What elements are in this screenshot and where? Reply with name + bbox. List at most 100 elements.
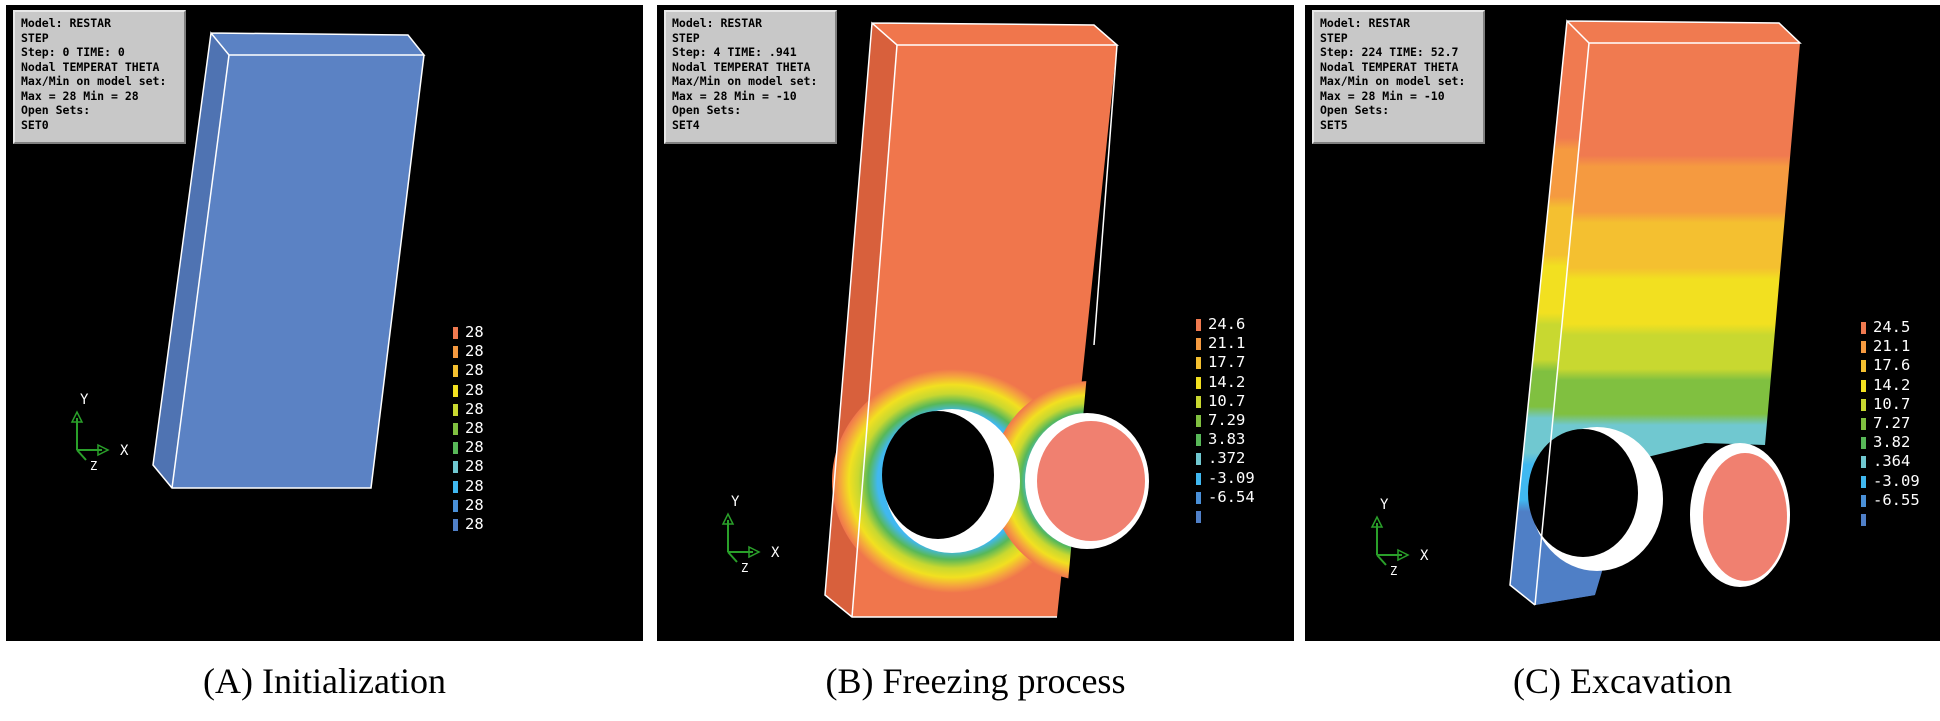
info-maxmin-label: Max/Min on model set: [21, 74, 167, 88]
legend-label: 28 [465, 323, 484, 341]
info-step-header: STEP [1320, 30, 1348, 45]
z-axis-arrow [1376, 554, 1387, 566]
info-step: Step: 224 TIME: 52.7 [1320, 45, 1459, 59]
caption-excavation: (C) Excavation [1513, 661, 1732, 701]
info-step-header: STEP [21, 30, 49, 45]
x-axis-label: X [771, 545, 780, 561]
info-maxmin: Max = 28 Min = -10 [672, 88, 797, 103]
y-axis-label: Y [1380, 497, 1389, 513]
y-arrow-head [721, 512, 735, 525]
legend-label: .372 [1208, 449, 1246, 468]
info-set: SET0 [21, 117, 49, 132]
model-viewport [1509, 19, 1802, 606]
legend-swatch [1196, 434, 1201, 447]
tunnel-right-core [1703, 453, 1787, 581]
axis-triad: Y X Z [62, 390, 142, 475]
legend-swatch [1861, 341, 1866, 354]
model-info-box: Model: RESTAR STEP Step: 4 TIME: .941 No… [664, 10, 837, 144]
legend-swatch [1861, 456, 1866, 469]
z-axis-arrow [76, 449, 87, 461]
legend-label: 10.7 [1208, 391, 1246, 410]
legend-swatch [1861, 360, 1866, 373]
legend-label: 14.2 [1208, 372, 1246, 391]
legend-label: 24.5 [1873, 318, 1911, 336]
legend-swatch [453, 422, 458, 435]
z-axis-label: Z [1390, 564, 1397, 575]
info-variable: Nodal TEMPERAT THETA [1320, 59, 1459, 74]
block-outline [824, 21, 1120, 618]
legend-swatch [1861, 494, 1866, 507]
info-set: SET4 [672, 117, 700, 132]
model-info-box: Model: RESTAR STEP Step: 224 TIME: 52.7 … [1312, 10, 1485, 144]
legend-swatch [1196, 338, 1201, 351]
legend-swatch [1861, 322, 1866, 334]
block-edge [171, 54, 230, 489]
legend-swatch [453, 499, 458, 512]
legend-label: 28 [465, 380, 484, 399]
legend-label: -3.09 [1873, 471, 1920, 490]
axis-triad: Y X Z [1362, 495, 1442, 580]
legend-label: 28 [465, 342, 484, 361]
legend-label: 17.6 [1873, 356, 1911, 375]
legend-label: 7.29 [1208, 410, 1246, 429]
legend-label: 28 [465, 418, 484, 437]
legend-label: 28 [465, 399, 484, 418]
info-model: Model: RESTAR [672, 16, 763, 30]
legend-swatch [453, 327, 458, 339]
legend-label: 24.6 [1208, 315, 1246, 333]
block-top-face [211, 33, 424, 55]
legend-swatch [1861, 437, 1866, 450]
block-top-face [872, 23, 1117, 45]
legend-label: 3.83 [1208, 430, 1246, 449]
block-outline [152, 31, 426, 489]
legend-label: -6.54 [1208, 487, 1255, 506]
legend-swatch [1196, 491, 1201, 504]
legend-swatch [1196, 472, 1201, 485]
info-step: Step: 0 TIME: 0 [21, 45, 125, 59]
info-step: Step: 4 TIME: .941 [672, 45, 797, 59]
y-axis-label: Y [731, 494, 740, 510]
legend-swatch [1196, 319, 1201, 331]
legend-swatch [1196, 510, 1201, 523]
legend-label: -3.09 [1208, 468, 1255, 487]
legend-swatch [1196, 376, 1201, 389]
y-arrow-head [70, 410, 84, 423]
legend-swatch [1196, 395, 1201, 408]
info-variable: Nodal TEMPERAT THETA [672, 59, 811, 74]
legend-label: -6.55 [1873, 490, 1920, 509]
legend-swatch [1861, 398, 1866, 411]
legend-label: 28 [465, 476, 484, 495]
legend-label: 21.1 [1873, 337, 1911, 356]
caption-freezing-process: (B) Freezing process [825, 661, 1126, 701]
info-set: SET5 [1320, 117, 1348, 132]
panel-initialization: Model: RESTAR STEP Step: 0 TIME: 0 Nodal… [6, 5, 643, 641]
block-front-face [172, 55, 424, 488]
tunnel-right-core [1037, 421, 1145, 541]
info-maxmin-label: Max/Min on model set: [1320, 74, 1466, 88]
tunnel-left-opening [882, 411, 994, 539]
legend-label: 21.1 [1208, 334, 1246, 353]
legend-swatch [1196, 414, 1201, 427]
legend-label: 28 [465, 438, 484, 457]
y-axis-label: Y [80, 392, 89, 408]
info-maxmin-label: Max/Min on model set: [672, 74, 818, 88]
legend-label: 28 [465, 457, 484, 476]
legend-label: 28 [465, 514, 484, 533]
legend-swatch [453, 480, 458, 493]
info-model: Model: RESTAR [21, 16, 112, 30]
panel-excavation: Model: RESTAR STEP Step: 224 TIME: 52.7 … [1305, 5, 1940, 641]
legend-swatch [453, 461, 458, 474]
block-side-face [1510, 21, 1589, 605]
legend-swatch [453, 346, 458, 359]
legend-swatch [1861, 475, 1866, 488]
z-axis-label: Z [741, 561, 748, 572]
z-axis-label: Z [90, 459, 97, 470]
legend-swatch [453, 403, 458, 416]
block-edge-right [1093, 44, 1118, 346]
legend-swatch [1861, 513, 1866, 526]
panel-freezing-process: Model: RESTAR STEP Step: 4 TIME: .941 No… [657, 5, 1294, 641]
legend-label: 28 [465, 495, 484, 514]
x-arrow-head [1397, 548, 1410, 562]
model-info-box: Model: RESTAR STEP Step: 0 TIME: 0 Nodal… [13, 10, 186, 144]
legend-label: .364 [1873, 452, 1911, 471]
